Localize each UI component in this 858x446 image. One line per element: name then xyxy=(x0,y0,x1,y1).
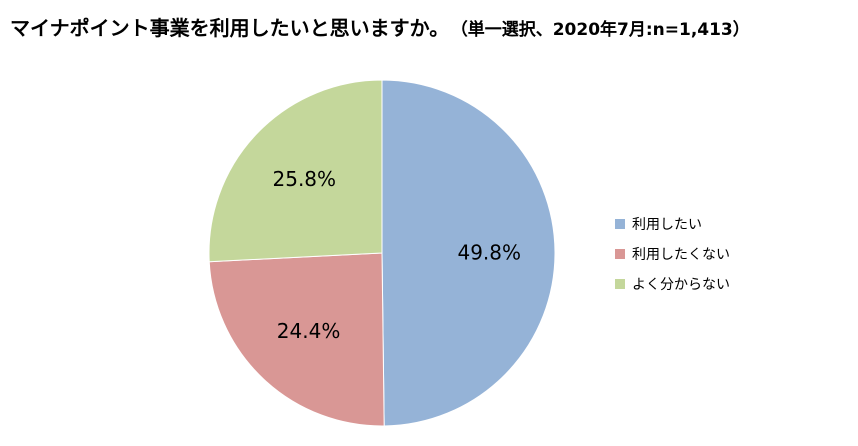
legend-item-unsure: よく分からない xyxy=(615,269,730,299)
data-label-want: 49.8% xyxy=(457,240,521,264)
legend-label-not-want: 利用したくない xyxy=(632,247,730,263)
pie-slice-not-want xyxy=(208,252,385,427)
legend-item-not-want: 利用したくない xyxy=(615,239,730,269)
chart-title: マイナポイント事業を利用したいと思いますか。 （単一選択、2020年7月:n=1,… xyxy=(10,12,750,41)
pie-slice-want xyxy=(381,79,556,427)
legend-swatch-unsure xyxy=(615,279,625,289)
chart-title-main: マイナポイント事業を利用したいと思いますか。 xyxy=(10,16,450,40)
chart-subtitle: （単一選択、2020年7月:n=1,413） xyxy=(459,20,750,40)
legend-label-unsure: よく分からない xyxy=(632,277,730,293)
legend-swatch-want xyxy=(615,219,625,229)
pie-slice-unsure xyxy=(208,79,383,263)
legend-label-want: 利用したい xyxy=(632,217,702,233)
legend-swatch-not-want xyxy=(615,249,625,259)
data-label-not-want: 24.4% xyxy=(277,319,341,343)
data-label-unsure: 25.8% xyxy=(273,167,337,191)
legend-item-want: 利用したい xyxy=(615,209,730,239)
legend: 利用したい 利用したくない よく分からない xyxy=(615,209,730,299)
